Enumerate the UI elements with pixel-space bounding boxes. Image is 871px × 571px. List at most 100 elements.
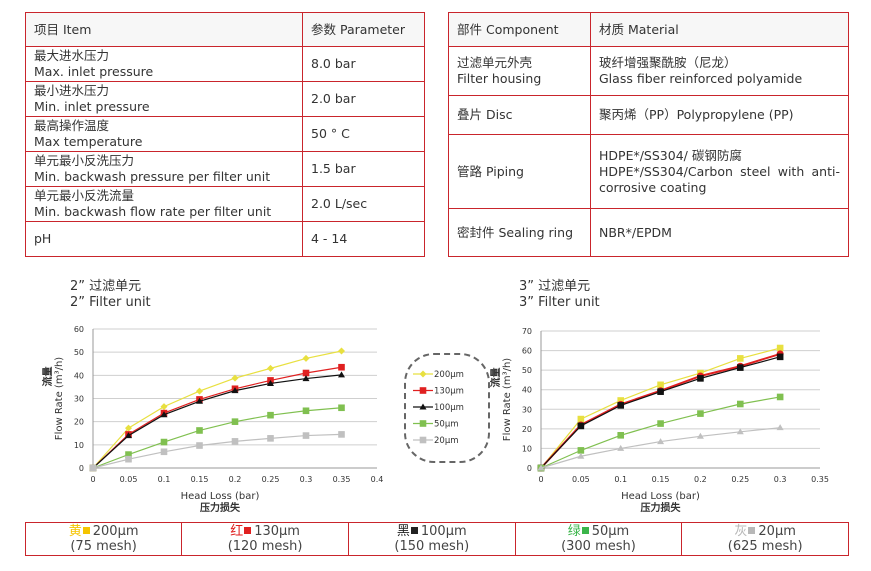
pore-size: 130μm bbox=[254, 524, 300, 539]
component-en: Filter housing bbox=[457, 71, 542, 86]
data-point bbox=[160, 403, 168, 411]
y-tick-label: 40 bbox=[74, 371, 84, 380]
series-line bbox=[92, 366, 342, 469]
item-en: Max. inlet pressure bbox=[34, 64, 154, 79]
x-tick-label: 0.1 bbox=[614, 475, 627, 484]
data-point bbox=[577, 452, 585, 459]
y-axis-label: Flow Rate (m³/h) bbox=[502, 358, 513, 441]
data-point bbox=[302, 375, 310, 382]
x-tick-label: 0.05 bbox=[572, 475, 590, 484]
x-tick-label: 0.15 bbox=[191, 475, 209, 484]
y-tick-label: 20 bbox=[74, 418, 84, 427]
chart1-legend bbox=[404, 353, 490, 463]
data-point bbox=[537, 464, 545, 471]
data-point bbox=[736, 355, 744, 362]
data-point bbox=[196, 427, 203, 434]
color-name: 黑 bbox=[396, 524, 410, 539]
series-line bbox=[92, 374, 342, 469]
legend-label: 100μm bbox=[434, 403, 464, 413]
data-point bbox=[577, 447, 585, 454]
table-row: 最大进水压力 Max. inlet pressure 8.0 bar bbox=[25, 46, 425, 82]
x-tick-label: 0.1 bbox=[158, 475, 171, 484]
data-point bbox=[125, 451, 132, 458]
color-swatch-icon bbox=[82, 527, 90, 534]
data-point bbox=[338, 347, 345, 355]
legend-marker bbox=[419, 387, 427, 394]
y-tick-label: 30 bbox=[522, 405, 532, 414]
value: 2.0 L/sec bbox=[302, 186, 425, 222]
chart1-title-en: 2” Filter unit bbox=[70, 295, 151, 310]
mesh: (150 mesh) bbox=[394, 539, 470, 554]
y-tick-label: 20 bbox=[522, 425, 532, 434]
color-swatch-icon bbox=[748, 527, 756, 534]
legend-label: 50μm bbox=[434, 420, 459, 430]
legend-label: 20μm bbox=[434, 436, 459, 446]
y-tick-label: 60 bbox=[522, 347, 532, 356]
data-point bbox=[338, 404, 345, 412]
data-point bbox=[231, 374, 239, 382]
color-name: 红 bbox=[230, 524, 244, 539]
data-point bbox=[776, 424, 784, 431]
y-tick-label: 10 bbox=[522, 444, 532, 453]
data-point bbox=[302, 432, 310, 439]
data-point bbox=[338, 363, 345, 371]
material-table: 部件 Component 材质 Material 过滤单元外壳 Filter hou… bbox=[448, 12, 849, 257]
x-axis-label-cn: 压力损失 bbox=[200, 501, 241, 514]
item-cn: 最大进水压力 bbox=[34, 48, 110, 63]
item-en: Max temperature bbox=[34, 134, 143, 149]
data-point bbox=[160, 448, 168, 456]
legend-label: 200μm bbox=[434, 370, 464, 380]
data-point bbox=[338, 431, 345, 438]
data-point bbox=[302, 407, 310, 415]
y-tick-label: 30 bbox=[74, 395, 84, 404]
mesh-legend-cell: 黄 200μm (75 mesh) bbox=[24, 522, 183, 556]
data-point bbox=[267, 435, 274, 442]
component-cn: 过滤单元外壳 bbox=[457, 55, 533, 70]
item-cn: 单元最小反洗流量 bbox=[34, 188, 135, 203]
data-point bbox=[125, 455, 132, 463]
x-axis-label: Head Loss (bar) bbox=[181, 491, 260, 502]
data-point bbox=[267, 411, 274, 419]
x-axis-label: Head Loss (bar) bbox=[621, 491, 700, 502]
data-point bbox=[577, 415, 585, 423]
data-point bbox=[617, 397, 625, 404]
table-row: 管路 Piping HDPE*/SS304/ 碳钢防腐 HDPE*/SS304/Ca… bbox=[448, 134, 849, 209]
data-point bbox=[617, 402, 625, 409]
series-line bbox=[540, 427, 781, 469]
data-point bbox=[302, 369, 310, 377]
y-tick-label: 60 bbox=[74, 325, 84, 334]
legend-marker bbox=[419, 370, 427, 378]
material: NBR*/EPDM bbox=[590, 208, 849, 257]
x-tick-label: 0.05 bbox=[120, 475, 138, 484]
x-tick-label: 0 bbox=[538, 475, 543, 484]
data-point bbox=[617, 432, 625, 439]
table-row: 单元最小反洗压力 Min. backwash pressure per filte… bbox=[25, 151, 425, 187]
color-name: 黄 bbox=[68, 524, 82, 539]
value: 1.5 bar bbox=[302, 151, 425, 187]
item-cn: 单元最小反洗压力 bbox=[34, 153, 135, 168]
series-line bbox=[92, 350, 342, 469]
y-tick-label: 40 bbox=[522, 386, 532, 395]
material-cn: 玻纤增强聚酰胺（尼龙） bbox=[599, 55, 737, 70]
mesh-legend-table: 黄 200μm (75 mesh) 红 130μm (120 mesh) 黑 100μm (15… bbox=[24, 522, 849, 556]
data-point bbox=[657, 388, 664, 395]
item-cn: 最高操作温度 bbox=[34, 118, 110, 133]
x-tick-label: 0.3 bbox=[300, 475, 313, 484]
data-point bbox=[231, 418, 239, 425]
table-row: 过滤单元外壳 Filter housing 玻纤增强聚酰胺（尼龙） Glass fib… bbox=[448, 46, 849, 96]
y-tick-label: 0 bbox=[527, 464, 532, 473]
material-en: Glass fiber reinforced polyamide bbox=[599, 71, 803, 86]
data-point bbox=[736, 364, 744, 371]
mesh: (625 mesh) bbox=[727, 539, 803, 554]
mesh: (120 mesh) bbox=[227, 539, 303, 554]
data-point bbox=[736, 400, 744, 408]
legend-label: 130μm bbox=[434, 387, 464, 397]
table-row: pH 4 - 14 bbox=[25, 221, 425, 257]
data-point bbox=[736, 428, 744, 435]
data-point bbox=[196, 442, 203, 449]
material-cn: HDPE*/SS304/ 碳钢防腐 bbox=[599, 147, 742, 163]
y-tick-label: 50 bbox=[522, 366, 532, 375]
y-tick-label: 50 bbox=[74, 348, 84, 357]
table-row: 最小进水压力 Min. inlet pressure 2.0 bar bbox=[25, 81, 425, 117]
data-point bbox=[776, 344, 784, 352]
